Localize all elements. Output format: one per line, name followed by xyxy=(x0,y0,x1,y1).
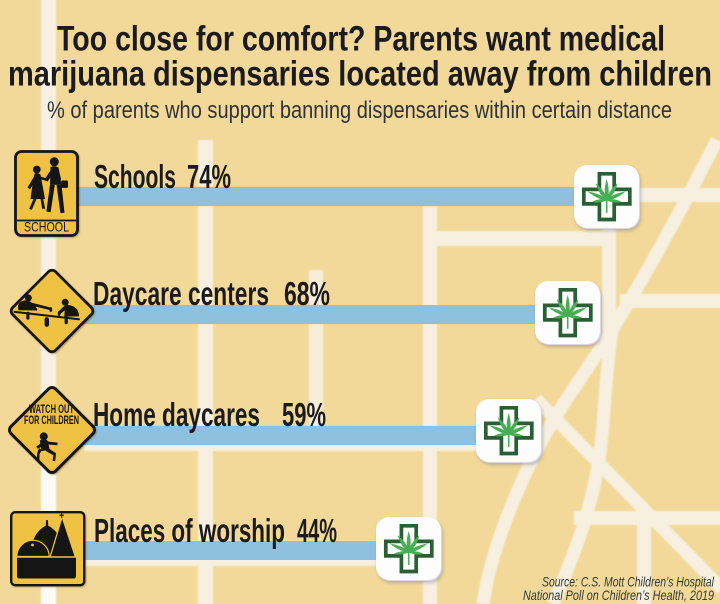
svg-text:Source: C.S. Mott Children’s H: Source: C.S. Mott Children’s Hospital xyxy=(542,574,715,590)
svg-text:74%: 74% xyxy=(187,158,231,195)
svg-text:Daycare centers: Daycare centers xyxy=(93,275,269,312)
svg-text:SCHOOL: SCHOOL xyxy=(24,219,69,235)
svg-text:marijuana dispensaries located: marijuana dispensaries located away from… xyxy=(8,55,712,94)
svg-text:FOR CHILDREN: FOR CHILDREN xyxy=(24,415,79,427)
svg-text:Schools: Schools xyxy=(94,158,176,195)
svg-text:WATCH OUT: WATCH OUT xyxy=(29,404,74,416)
svg-text:National Poll on Children’s He: National Poll on Children’s Health, 2019 xyxy=(523,587,714,603)
svg-text:44%: 44% xyxy=(297,512,337,549)
svg-text:Too close for comfort? Parents: Too close for comfort? Parents want medi… xyxy=(57,20,665,59)
svg-text:Places of worship: Places of worship xyxy=(94,512,285,549)
svg-text:Home daycares: Home daycares xyxy=(93,396,260,433)
svg-text:59%: 59% xyxy=(282,396,326,433)
svg-text:68%: 68% xyxy=(284,275,330,312)
svg-text:% of parents who support banni: % of parents who support banning dispens… xyxy=(47,97,672,124)
